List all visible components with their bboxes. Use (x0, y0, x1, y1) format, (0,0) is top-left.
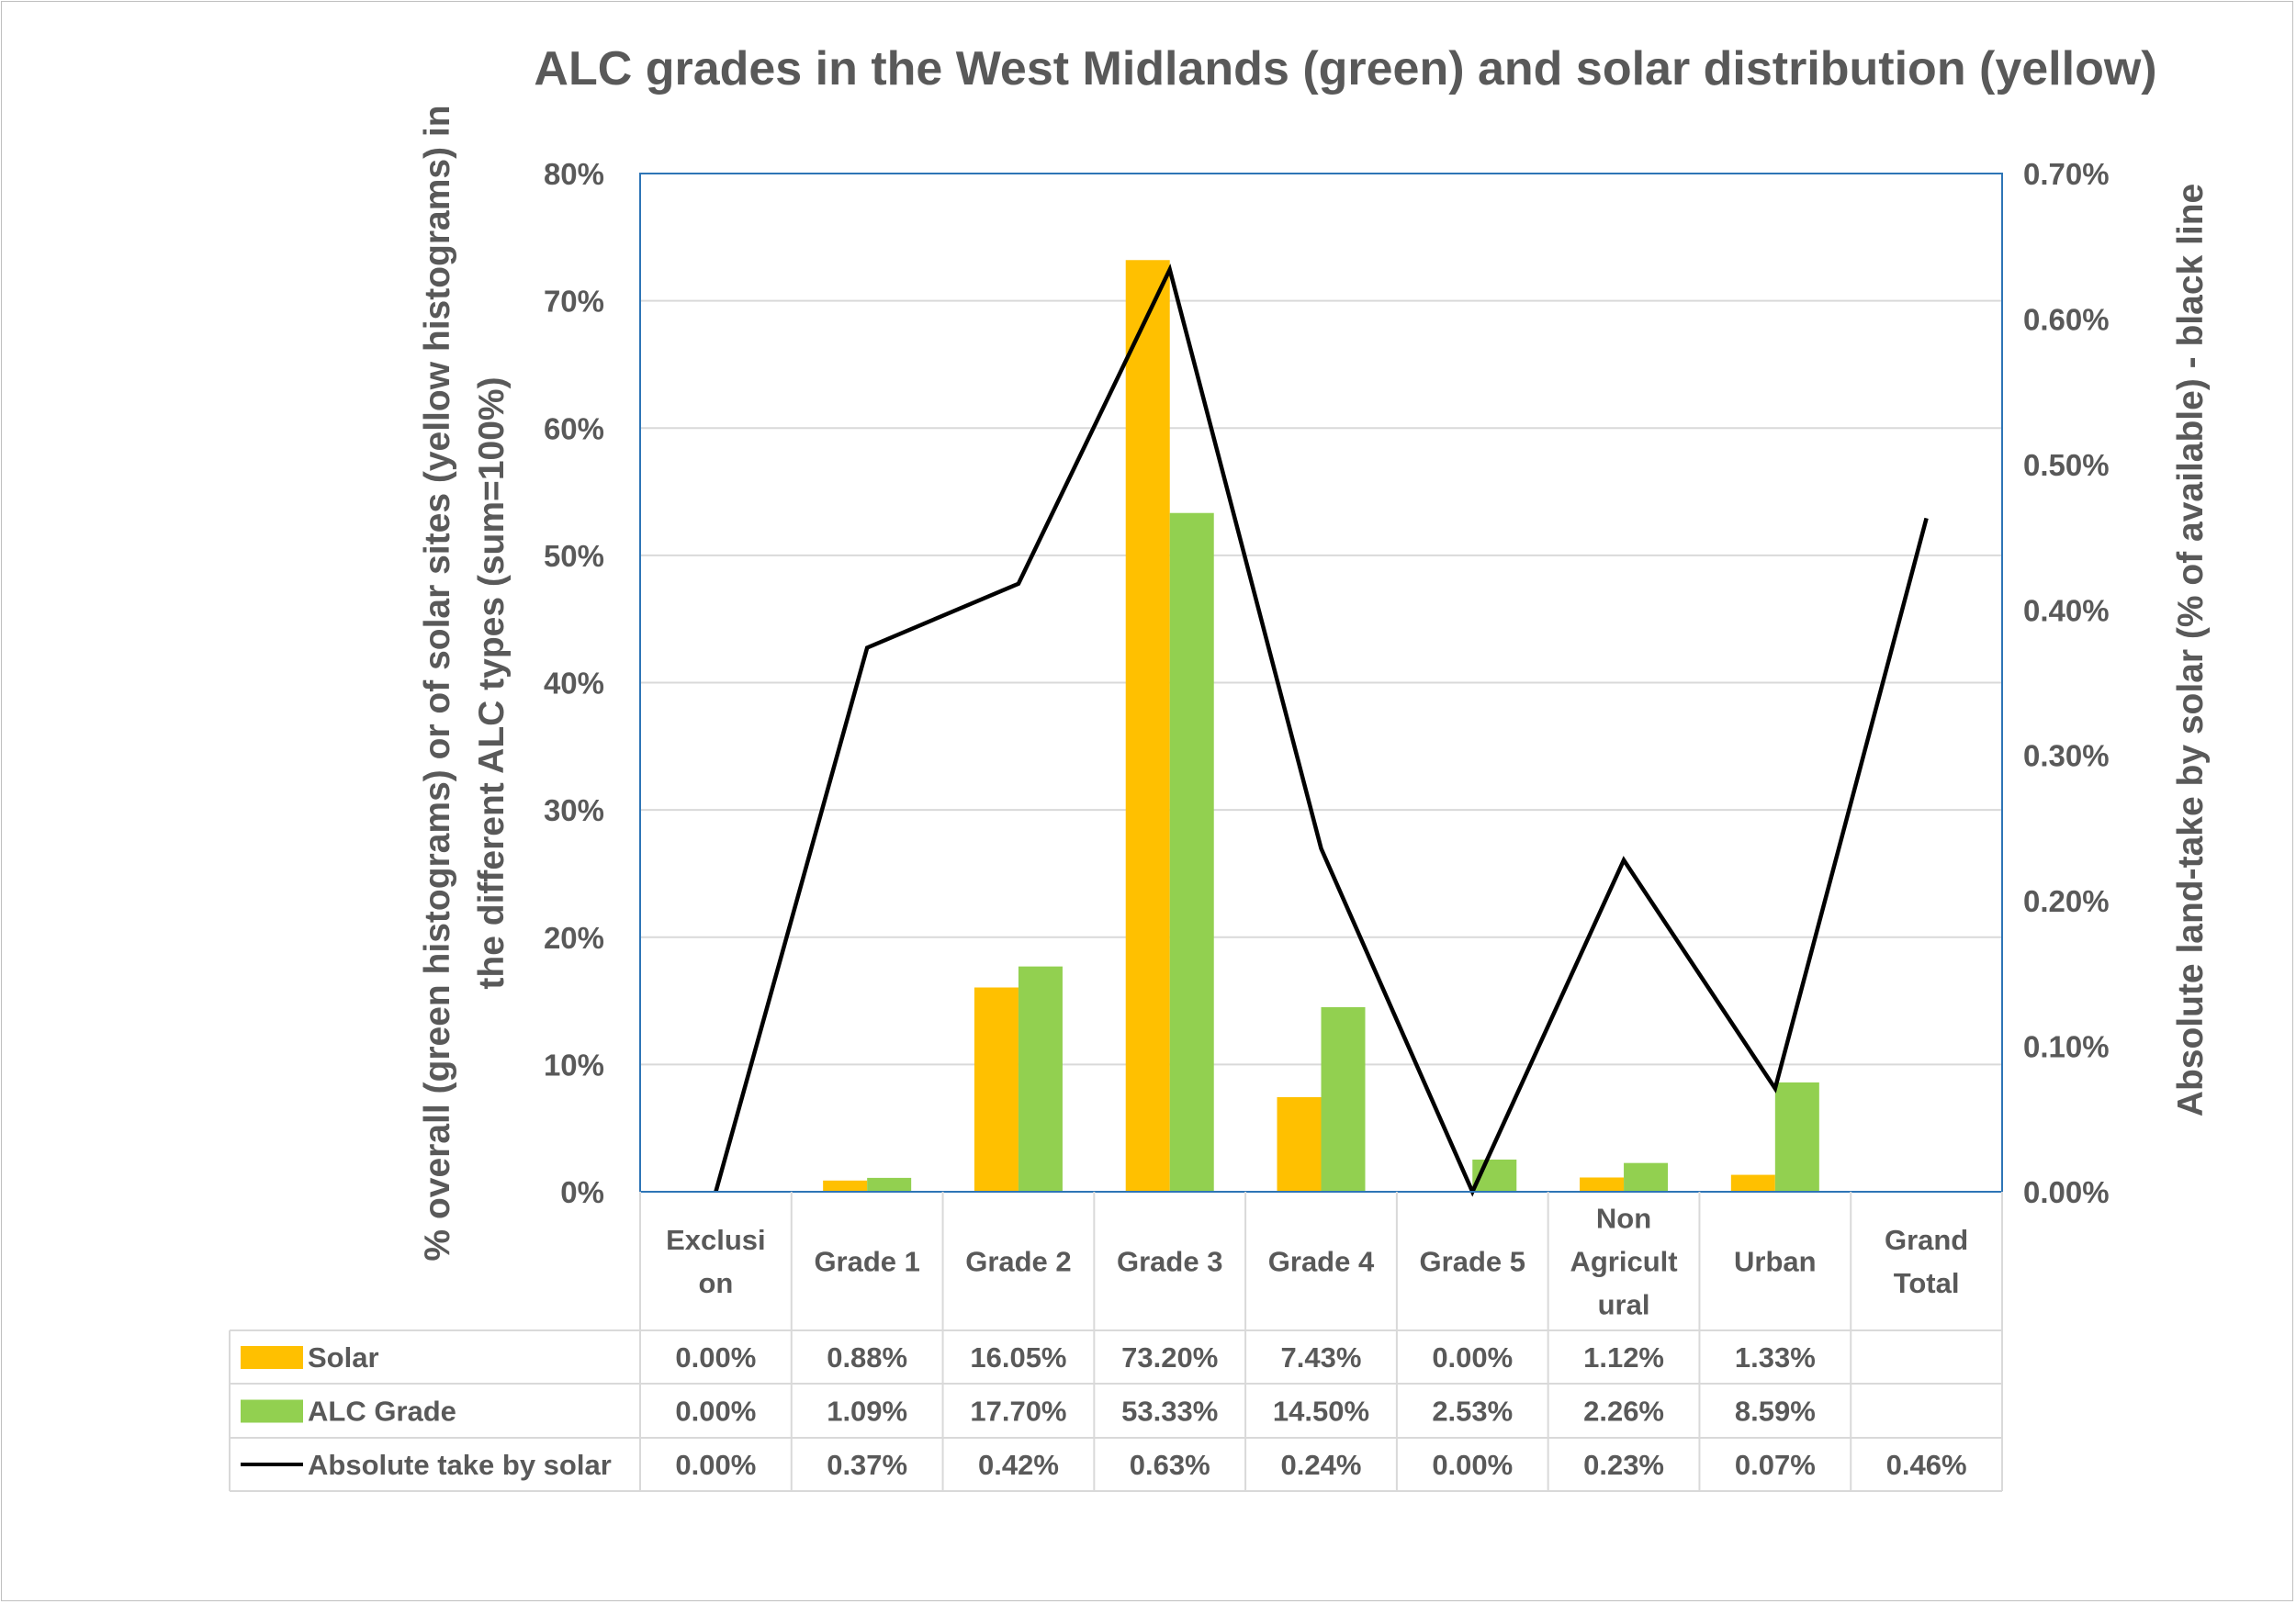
table-cell-value: 2.53% (1432, 1396, 1513, 1428)
alc-grade-bar (1169, 512, 1214, 1192)
y-left-tick-label: 30% (544, 793, 604, 827)
y-left-tick-label: 0% (560, 1175, 604, 1209)
table-cell-value: 1.33% (1735, 1341, 1816, 1374)
category-label: on (698, 1267, 733, 1299)
chart-title: ALC grades in the West Midlands (green) … (534, 42, 2156, 95)
plot-area-border (639, 173, 2003, 1193)
legend-key-alc-grade (241, 1399, 303, 1423)
table-cell-value: 0.63% (1130, 1449, 1210, 1481)
legend-label: ALC Grade (308, 1396, 456, 1428)
y-left-tick-label: 80% (544, 157, 604, 191)
solar-bar (1730, 1174, 1775, 1192)
category-label: Exclusi (666, 1224, 766, 1256)
table-cell-value: 0.00% (675, 1341, 756, 1374)
alc-grade-bar (867, 1177, 912, 1192)
table-cell-value: 0.46% (1886, 1449, 1967, 1481)
legend-label: Solar (308, 1341, 379, 1374)
y-right-tick-label: 0.20% (2023, 884, 2110, 918)
category-label: Agricult (1570, 1246, 1677, 1278)
table-cell-value: 2.26% (1583, 1396, 1664, 1428)
table-cell-value: 0.00% (675, 1396, 756, 1428)
y-axis-right-title: Absolute land-take by solar (% of availa… (2171, 184, 2211, 1116)
y-right-tick-label: 0.00% (2023, 1175, 2110, 1209)
category-label: Total (1894, 1267, 1960, 1299)
table-cell-value: 73.20% (1121, 1341, 1218, 1374)
y-left-tick-label: 50% (544, 539, 604, 573)
y-right-tick-label: 0.70% (2023, 157, 2110, 191)
table-cell-value: 0.00% (1432, 1449, 1513, 1481)
alc-grade-bar (1774, 1082, 1819, 1192)
table-cell-value: 0.42% (978, 1449, 1059, 1481)
y-right-tick-label: 0.30% (2023, 739, 2110, 773)
category-label: Grade 4 (1268, 1246, 1375, 1278)
solar-bar (1125, 260, 1170, 1192)
gridlines (640, 299, 2002, 1066)
table-cell-value: 16.05% (970, 1341, 1066, 1374)
category-label: Urban (1734, 1246, 1817, 1278)
y-left-tick-label: 20% (544, 921, 604, 955)
table-cell-value: 53.33% (1121, 1396, 1218, 1428)
y-axis-left-title-line-1: % overall (green histograms) or of solar… (418, 105, 457, 1261)
category-label: Grade 3 (1117, 1246, 1222, 1278)
category-label: Grand (1885, 1224, 1968, 1256)
legend-key-solar (241, 1346, 303, 1369)
category-label: Grade 2 (965, 1246, 1071, 1278)
solar-bar (974, 987, 1019, 1192)
alc-grade-bar (1018, 966, 1063, 1192)
alc-grade-bar (1624, 1162, 1669, 1192)
bars (823, 260, 1819, 1192)
solar-bar (823, 1180, 868, 1192)
table-cell-value: 8.59% (1735, 1396, 1816, 1428)
y-axis-left-ticks: 0% 10% 20% 30% 40% 50% 60% 70% 80% (544, 157, 604, 1209)
category-label: Non (1596, 1203, 1651, 1235)
table-cell-value: 17.70% (970, 1396, 1066, 1428)
table-cell-value: 0.00% (1432, 1341, 1513, 1374)
table-cell-value: 14.50% (1273, 1396, 1369, 1428)
y-right-tick-label: 0.50% (2023, 448, 2110, 482)
y-right-tick-label: 0.40% (2023, 593, 2110, 627)
table-cell-value: 0.00% (675, 1449, 756, 1481)
data-table: Exclusi on Grade 1 Grade 2 Grade 3 Grade 4 Gra… (229, 1192, 2003, 1492)
table-cell-value: 0.07% (1735, 1449, 1816, 1481)
solar-bar (1580, 1177, 1625, 1192)
table-cell-value: 1.12% (1583, 1341, 1664, 1374)
y-left-tick-label: 60% (544, 411, 604, 445)
y-axis-right-ticks: 0.00% 0.10% 0.20% 0.30% 0.40% 0.50% 0.60% 0.70% (2023, 157, 2110, 1209)
alc-grade-bar (1321, 1006, 1366, 1192)
table-cell-value: 0.37% (827, 1449, 907, 1481)
table-cell-value: 0.88% (827, 1341, 907, 1374)
table-cell-value: 7.43% (1281, 1341, 1362, 1374)
y-left-tick-label: 10% (544, 1048, 604, 1082)
y-right-tick-label: 0.10% (2023, 1030, 2110, 1064)
table-cell-value: 0.23% (1583, 1449, 1664, 1481)
category-label: Grade 5 (1420, 1246, 1525, 1278)
legend-label: Absolute take by solar (308, 1449, 612, 1481)
y-left-tick-label: 40% (544, 667, 604, 701)
category-label: ural (1598, 1289, 1650, 1321)
solar-bar (1277, 1097, 1322, 1192)
y-right-tick-label: 0.60% (2023, 302, 2110, 336)
y-axis-left-title-line-2: the different ALC types (sum=100%) (472, 376, 512, 989)
table-cell-value: 0.24% (1281, 1449, 1362, 1481)
y-left-tick-label: 70% (544, 285, 604, 319)
table-cell-value: 1.09% (827, 1396, 907, 1428)
category-label: Grade 1 (814, 1246, 919, 1278)
